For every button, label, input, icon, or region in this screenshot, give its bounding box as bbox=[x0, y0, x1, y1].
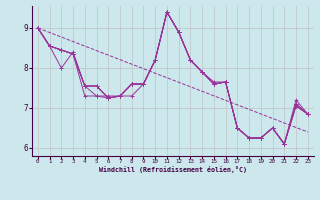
X-axis label: Windchill (Refroidissement éolien,°C): Windchill (Refroidissement éolien,°C) bbox=[99, 166, 247, 173]
